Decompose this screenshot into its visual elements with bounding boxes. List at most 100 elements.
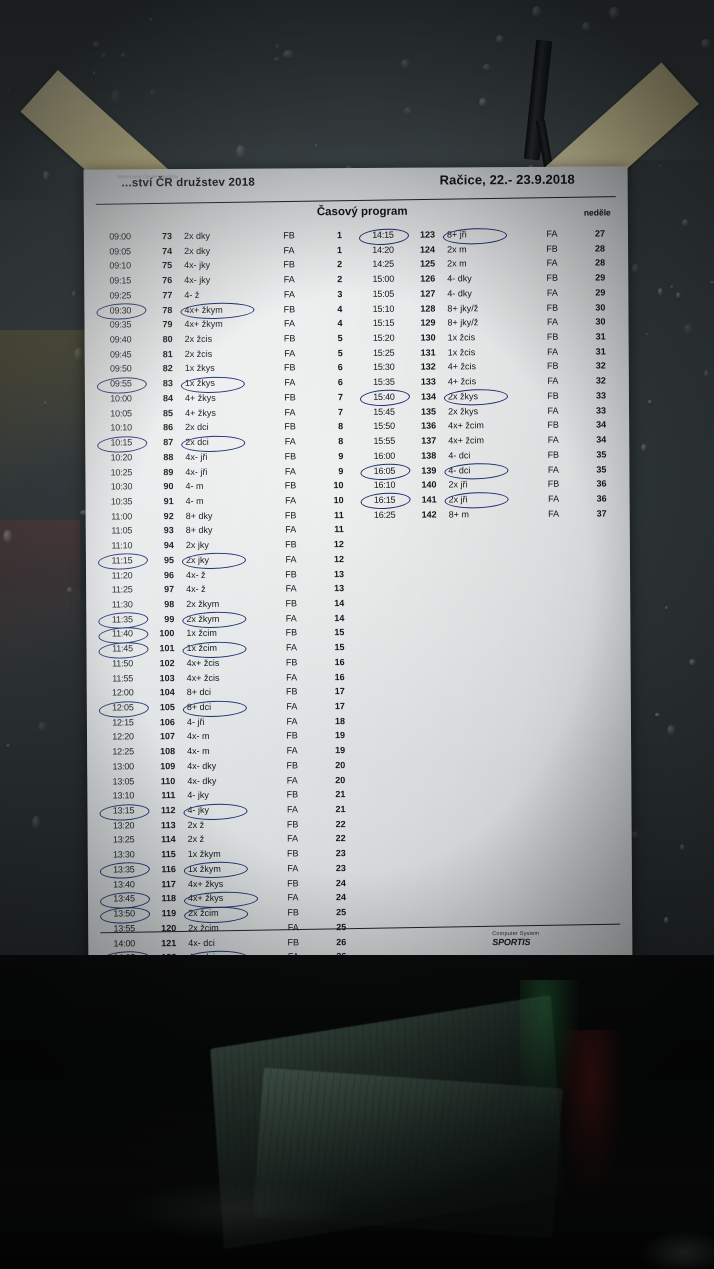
- race-round-number: 22: [335, 833, 346, 844]
- race-start-time: 13:00: [112, 761, 135, 772]
- race-round-number: 28: [595, 243, 606, 254]
- race-round-number: 25: [336, 921, 347, 932]
- race-number: 112: [160, 805, 176, 816]
- race-number: 84: [162, 393, 173, 404]
- race-number: 100: [159, 628, 175, 639]
- race-number: 82: [162, 363, 173, 374]
- race-flight: FA: [547, 375, 559, 387]
- race-start-time: 15:35: [373, 376, 395, 388]
- race-round-number: 9: [338, 465, 344, 476]
- race-start-time: 11:25: [111, 584, 133, 595]
- race-round-number: 5: [337, 347, 343, 358]
- race-flight: FA: [547, 405, 559, 416]
- race-round-number: 34: [596, 434, 607, 445]
- race-event-class: 1x žcis: [447, 332, 476, 343]
- race-event-class: 1x žcim: [186, 642, 218, 654]
- race-round-number: 11: [334, 509, 344, 520]
- race-number: 125: [420, 258, 436, 270]
- race-start-time: 12:20: [112, 731, 134, 742]
- race-event-class: 8+ m: [448, 508, 469, 520]
- race-number: 142: [421, 509, 437, 520]
- race-round-number: 26: [336, 936, 347, 947]
- race-event-class: 2x m: [447, 258, 467, 269]
- race-event-class: 2x jři: [448, 494, 468, 505]
- race-event-class: 1x žcis: [447, 347, 476, 358]
- race-event-class: 4x- dky: [187, 775, 217, 786]
- race-flight: FA: [546, 258, 558, 269]
- race-round-number: 36: [596, 493, 607, 504]
- race-round-number: 17: [334, 701, 345, 712]
- race-flight: FB: [546, 331, 559, 342]
- race-round-number: 32: [595, 375, 606, 386]
- race-round-number: 24: [335, 877, 346, 888]
- race-round-number: 27: [594, 228, 605, 239]
- race-flight: FB: [283, 230, 295, 241]
- race-flight: FB: [284, 421, 296, 432]
- race-start-time: 09:05: [109, 246, 131, 257]
- race-number: 103: [159, 672, 175, 683]
- race-start-time: 14:25: [372, 259, 394, 270]
- race-flight: FB: [283, 303, 296, 315]
- race-start-time: 09:10: [109, 260, 131, 271]
- race-flight: FA: [285, 613, 297, 624]
- race-number: 97: [164, 584, 175, 595]
- race-start-time: 15:45: [373, 406, 395, 417]
- race-round-number: 35: [596, 463, 607, 475]
- race-start-time: 13:40: [113, 878, 135, 890]
- race-start-time: 13:30: [112, 849, 135, 860]
- race-round-number: 5: [337, 333, 343, 344]
- schedule-column-left: 09:00 73 2x dky FB 1 09:05 74 2x dky FA 1 09:10 75 4…: [96, 230, 346, 969]
- race-event-class: 2x žkys: [448, 405, 479, 417]
- race-round-number: 8: [338, 421, 344, 432]
- race-event-class: 2x dky: [184, 245, 211, 256]
- race-round-number: 10: [333, 480, 344, 491]
- race-round-number: 7: [337, 391, 343, 403]
- race-round-number: 13: [334, 583, 345, 594]
- race-start-time: 15:30: [372, 362, 395, 373]
- race-event-class: 4x- ž: [186, 569, 206, 580]
- race-round-number: 29: [595, 272, 606, 283]
- race-round-number: 9: [338, 450, 344, 461]
- race-start-time: 13:10: [112, 790, 135, 801]
- race-round-number: 4: [337, 303, 343, 314]
- race-start-time: 10:15: [110, 437, 133, 448]
- race-number: 101: [159, 643, 175, 654]
- race-start-time: 11:00: [111, 511, 133, 522]
- race-number: 99: [164, 613, 175, 624]
- race-event-class: 4x+ žkys: [187, 893, 224, 904]
- race-start-time: 11:15: [111, 555, 133, 566]
- race-flight: FA: [284, 407, 296, 418]
- page-title: Časový program: [316, 205, 408, 219]
- race-round-number: 23: [335, 862, 346, 874]
- race-round-number: 33: [595, 405, 607, 416]
- race-flight: FB: [546, 302, 559, 313]
- race-start-time: 09:45: [109, 349, 132, 360]
- race-event-class: 1x žkym: [187, 849, 221, 860]
- race-start-time: 09:40: [109, 334, 132, 345]
- race-event-class: 8+ jky/ž: [447, 302, 479, 314]
- race-number: 134: [420, 391, 436, 402]
- race-round-number: 34: [596, 419, 607, 430]
- race-round-number: 14: [334, 612, 345, 623]
- race-number: 128: [420, 303, 436, 314]
- race-round-number: 22: [335, 818, 346, 829]
- race-start-time: 15:15: [372, 318, 395, 329]
- footer-logo: Computer System SPORTIS: [492, 931, 539, 947]
- race-event-class: 2x jky: [185, 554, 209, 565]
- footer-divider-line: [100, 923, 621, 934]
- race-number: 92: [163, 510, 174, 521]
- race-event-class: 4+ žkys: [184, 392, 216, 403]
- race-flight: FA: [548, 508, 560, 519]
- race-flight: FB: [287, 877, 299, 889]
- race-number: 96: [163, 569, 175, 580]
- footer-brand: SPORTIS: [492, 936, 531, 948]
- race-start-time: 11:20: [111, 569, 133, 581]
- race-event-class: 4x- dky: [187, 760, 217, 771]
- race-event-class: 4- ž: [184, 289, 200, 300]
- race-start-time: 16:05: [373, 465, 396, 476]
- race-round-number: 16: [334, 656, 345, 667]
- race-flight: FA: [283, 245, 295, 256]
- race-flight: FB: [284, 510, 297, 521]
- race-start-time: 12:15: [112, 717, 134, 728]
- race-event-class: 4- dky: [447, 273, 472, 284]
